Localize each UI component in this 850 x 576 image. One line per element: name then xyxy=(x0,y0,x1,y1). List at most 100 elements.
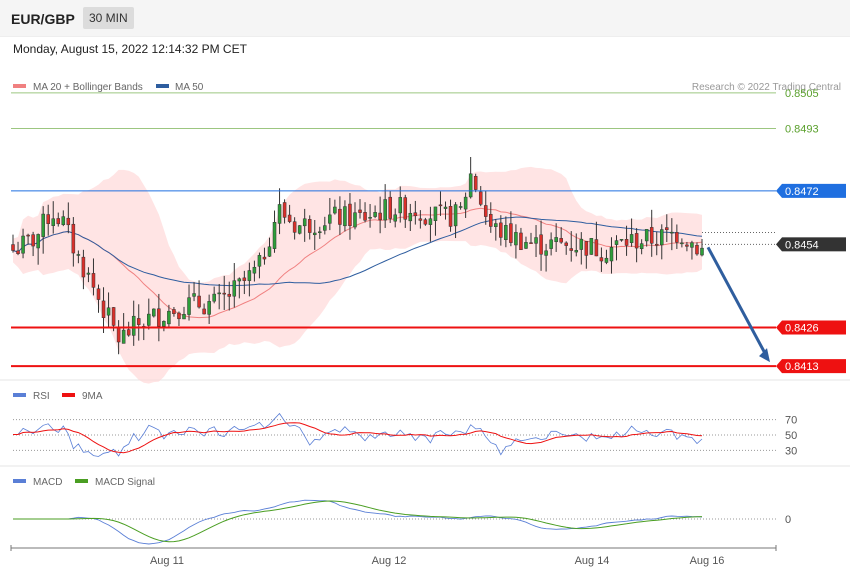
candle-body xyxy=(564,242,568,246)
candle-body xyxy=(579,238,584,250)
candle-body xyxy=(574,250,579,253)
candle-body xyxy=(458,206,463,208)
candle-body xyxy=(338,208,342,225)
candle-body xyxy=(292,221,297,233)
candle-body xyxy=(217,292,221,295)
candle-body xyxy=(509,223,513,243)
candle-body xyxy=(670,231,674,234)
candle-body xyxy=(559,238,563,243)
candle-body xyxy=(680,242,684,245)
candle-body xyxy=(202,308,206,315)
x-tick-label: Aug 11 xyxy=(150,555,184,567)
candle-body xyxy=(328,214,332,224)
macd-legend-swatch-1 xyxy=(75,479,88,483)
candle-body xyxy=(96,288,101,300)
candle-body xyxy=(685,244,689,247)
candle-body xyxy=(514,232,518,246)
candle-body xyxy=(312,232,317,236)
candle-body xyxy=(660,229,664,246)
candle-body xyxy=(302,218,307,227)
candle-body xyxy=(237,278,242,282)
candle-body xyxy=(624,239,629,246)
candle-body xyxy=(227,293,232,297)
level-badge-5 xyxy=(782,359,846,374)
x-tick-label: Aug 12 xyxy=(372,555,407,567)
candle-body xyxy=(172,309,176,315)
candle-body xyxy=(282,202,287,218)
candle-body xyxy=(649,227,654,244)
rsi-legend-label-1: 9MA xyxy=(82,391,103,402)
candle-body xyxy=(644,229,649,242)
candle-body xyxy=(167,310,171,325)
candle-body xyxy=(207,301,211,315)
level-label-0-8454: 0.8454 xyxy=(785,239,819,251)
timeframe-badge[interactable]: 30 MIN xyxy=(83,7,134,29)
rsi-line xyxy=(12,412,703,457)
candle-body xyxy=(297,225,302,234)
candle-body xyxy=(31,234,35,247)
candle-body xyxy=(307,219,312,233)
level-label-1: 0.8493 xyxy=(785,123,819,135)
candle-body xyxy=(388,196,392,219)
level-badge-arrow-5 xyxy=(776,359,782,374)
candle-body xyxy=(106,307,111,316)
candle-body xyxy=(91,273,96,288)
candle-body xyxy=(197,295,201,308)
candle-body xyxy=(438,204,443,207)
candle-body xyxy=(398,197,403,214)
candle-body xyxy=(277,204,282,224)
rsi-legend-label-0: RSI xyxy=(33,391,50,402)
candle-body xyxy=(614,240,619,245)
candle-body xyxy=(468,173,473,198)
candle-body xyxy=(262,256,267,260)
macd-legend-swatch-0 xyxy=(13,479,26,483)
candle-body xyxy=(212,293,216,302)
rsi-legend-swatch-1 xyxy=(62,393,75,397)
candle-body xyxy=(619,239,624,241)
candle-body xyxy=(116,326,121,343)
macd-legend-label-0: MACD xyxy=(33,477,62,488)
rsi-tick-50: 50 xyxy=(785,430,797,442)
copyright-text: Research © 2022 Trading Central xyxy=(692,82,841,93)
candle-body xyxy=(76,254,81,256)
macd-tick-0: 0 xyxy=(785,514,791,526)
candle-body xyxy=(423,219,428,225)
candle-body xyxy=(599,257,604,262)
chart-header: EUR/GBP 30 MIN xyxy=(0,0,850,37)
candle-body xyxy=(101,300,106,318)
candle-body xyxy=(690,242,694,248)
candle-body xyxy=(192,293,196,297)
candle-body xyxy=(675,232,679,243)
rsi-ma-line xyxy=(13,422,703,454)
candle-body xyxy=(61,216,66,225)
candle-body xyxy=(534,237,538,244)
candle-body xyxy=(589,238,594,255)
candle-body xyxy=(242,277,247,281)
candle-body xyxy=(413,212,418,217)
candle-body xyxy=(287,214,292,222)
candle-body xyxy=(348,203,352,226)
bollinger-band xyxy=(13,166,702,384)
candle-body xyxy=(504,225,508,241)
candle-body xyxy=(403,197,408,220)
level-label-4: 0.8426 xyxy=(785,323,819,335)
candle-body xyxy=(584,241,589,256)
candle-body xyxy=(86,272,91,275)
candle-body xyxy=(478,191,483,205)
candle-body xyxy=(363,212,367,221)
x-tick-label: Aug 14 xyxy=(575,555,610,567)
rsi-legend-swatch-0 xyxy=(13,393,26,397)
candle-body xyxy=(71,223,76,254)
macd-line xyxy=(13,499,703,545)
candle-body xyxy=(267,246,272,257)
candle-body xyxy=(121,329,126,344)
candle-body xyxy=(383,199,387,221)
candle-body xyxy=(232,280,237,297)
candle-body xyxy=(378,212,382,221)
candle-body xyxy=(433,206,438,221)
candle-body xyxy=(654,243,659,246)
forecast-arrow-head xyxy=(759,348,770,363)
candle-body xyxy=(569,248,573,251)
level-badge-arrow-4 xyxy=(776,320,782,335)
